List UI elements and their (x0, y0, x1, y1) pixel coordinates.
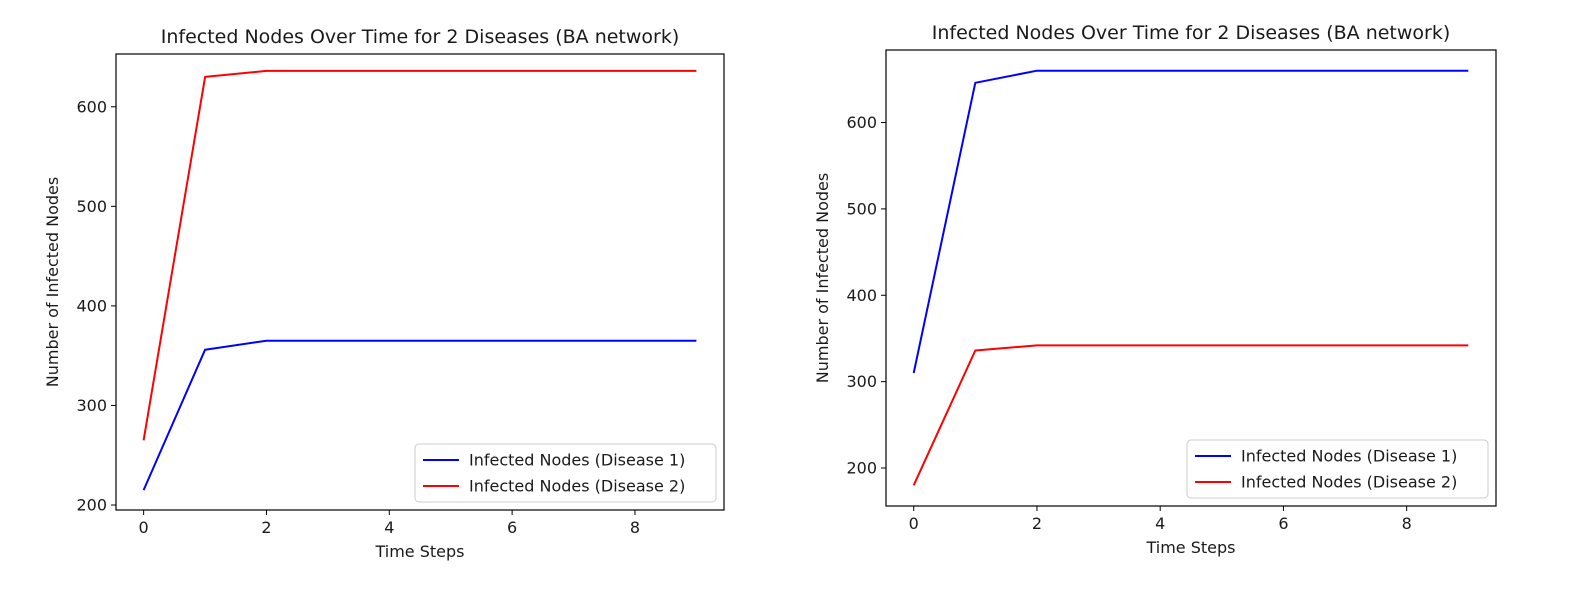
chart2-ylabel: Number of Infected Nodes (813, 173, 832, 383)
chart2-series-2-line (912, 344, 1469, 486)
chart2-ytick-label: 500 (846, 199, 877, 218)
chart2-xlabel: Time Steps (1145, 538, 1235, 557)
chart2-series-1-line (912, 69, 1469, 374)
chart1-xtick-label: 0 (139, 518, 149, 537)
chart2-legend-box (1186, 439, 1489, 499)
chart1: Infected Nodes Over Time for 2 Diseases … (43, 26, 725, 561)
chart2-legend: Infected Nodes (Disease 1) Infected Nodes… (1186, 439, 1489, 499)
chart1-ytick-label: 300 (76, 396, 107, 415)
chart1-legend-label-2: Infected Nodes (Disease 2) (469, 477, 685, 496)
chart1-ytick-label: 600 (76, 97, 107, 116)
chart1-legend-box (414, 443, 717, 503)
chart1-ylabel: Number of Infected Nodes (43, 177, 62, 387)
chart1-xlabel: Time Steps (374, 542, 464, 561)
chart1-legend: Infected Nodes (Disease 1) Infected Nodes… (414, 443, 717, 503)
chart2: Infected Nodes Over Time for 2 Diseases … (813, 22, 1497, 557)
chart2-ytick-label: 300 (846, 372, 877, 391)
chart2-title: Infected Nodes Over Time for 2 Diseases … (932, 22, 1451, 44)
chart1-plot-frame (115, 53, 725, 511)
chart1-xtick-label: 2 (261, 518, 271, 537)
chart1-xtick-label: 4 (384, 518, 394, 537)
chart2-xtick-label: 6 (1278, 514, 1288, 533)
chart2-legend-label-1: Infected Nodes (Disease 1) (1241, 447, 1457, 466)
chart1-ytick-label: 200 (76, 496, 107, 515)
chart1-series-1-line (142, 339, 697, 491)
chart1-series-2-line (142, 69, 697, 441)
chart2-xtick-label: 0 (909, 514, 919, 533)
chart2-plot-frame (885, 49, 1497, 507)
chart1-legend-label-1: Infected Nodes (Disease 1) (469, 451, 685, 470)
chart2-ytick-label: 400 (846, 286, 877, 305)
chart1-xtick-label: 6 (507, 518, 517, 537)
chart1-title: Infected Nodes Over Time for 2 Diseases … (161, 26, 680, 48)
chart2-ytick-label: 600 (846, 113, 877, 132)
chart2-legend-label-2: Infected Nodes (Disease 2) (1241, 473, 1457, 492)
chart2-xtick-label: 2 (1032, 514, 1042, 533)
chart1-xtick-label: 8 (630, 518, 640, 537)
chart2-xtick-label: 8 (1402, 514, 1412, 533)
chart2-xtick-label: 4 (1155, 514, 1165, 533)
chart1-ytick-label: 400 (76, 296, 107, 315)
chart1-ytick-label: 500 (76, 197, 107, 216)
chart2-ytick-label: 200 (846, 459, 877, 478)
